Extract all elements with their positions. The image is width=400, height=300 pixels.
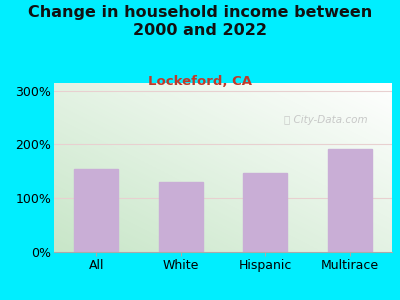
Bar (159, 182, 203, 252)
Bar (74, 169, 118, 252)
Text: Change in household income between
2000 and 2022: Change in household income between 2000 … (28, 4, 372, 38)
Bar (328, 149, 372, 252)
Text: ⓘ City-Data.com: ⓘ City-Data.com (284, 115, 368, 125)
Text: Lockeford, CA: Lockeford, CA (148, 75, 252, 88)
Bar (243, 173, 287, 252)
